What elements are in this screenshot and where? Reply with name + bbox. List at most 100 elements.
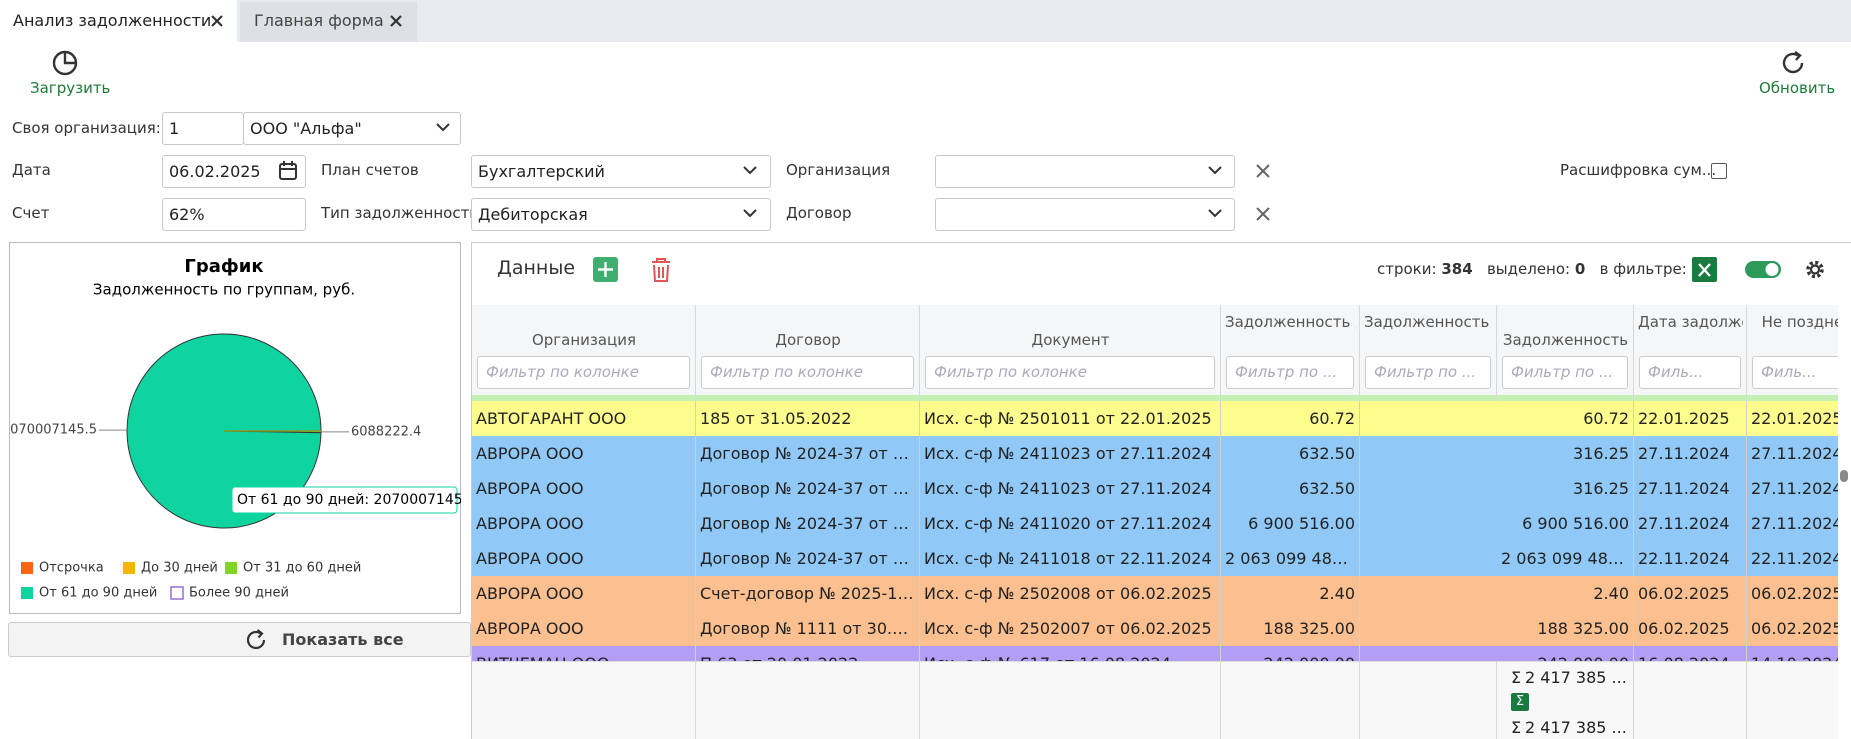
column-filter[interactable]: Фильтр по ... [1365, 356, 1491, 389]
grid-cell: Договор № 2024-37 от 2... [696, 436, 920, 471]
sum-value: 2 417 385 ... [1525, 668, 1627, 687]
field-label: Организация [786, 161, 891, 179]
field-label: Дата [12, 161, 51, 179]
legend-swatch [225, 562, 237, 574]
column-filter[interactable]: Фильтр по ... [1502, 356, 1628, 389]
legend-label: От 61 до 90 дней [39, 586, 157, 601]
grid-cell: 316.25 [1497, 436, 1634, 471]
column-header: Дата задолженности [1638, 313, 1743, 331]
legend-swatch [21, 587, 33, 599]
column-filter[interactable]: Фильтр по колонке [477, 356, 690, 389]
grid-cell: Исх. с-ф № 2502007 от 06.02.2025 [920, 611, 1221, 646]
stat-value: 384 [1441, 260, 1473, 278]
column-filter[interactable]: Фильтр по колонке [925, 356, 1215, 389]
checkbox[interactable] [1711, 163, 1727, 179]
column-separator [1496, 661, 1497, 739]
show-all-button[interactable] [8, 622, 471, 657]
grid-cell: 188 325.00 [1221, 611, 1360, 646]
stat-label: выделено: [1486, 260, 1571, 278]
legend-label: До 30 дней [141, 561, 218, 576]
field-label: Своя организация: [12, 119, 161, 137]
grid-cell: Договор № 2024-37 от 2... [696, 471, 920, 506]
grid-cell: 27.11.2024 [1634, 436, 1747, 471]
column-header: Задолженность [1502, 331, 1629, 349]
close-icon[interactable] [388, 13, 404, 29]
stat-label: в фильтре: [1599, 260, 1687, 278]
grid-cell: 2.40 [1497, 576, 1634, 611]
close-icon[interactable] [209, 13, 225, 29]
grid-cell: 2.40 [1221, 576, 1360, 611]
grid-cell: Договор № 2024-37 от 2... [696, 506, 920, 541]
grid-cell: АВРОРА ООО [472, 506, 696, 541]
field-label: Счет [12, 204, 50, 222]
column-header: Документ [1031, 331, 1110, 349]
debt-type-select[interactable]: Дебиторская [471, 198, 771, 231]
grid-cell: 06.02.2025 [1634, 611, 1747, 646]
contract-select[interactable] [935, 198, 1235, 231]
grid-row [472, 471, 1838, 507]
tab[interactable] [240, 2, 417, 42]
grid-row [472, 401, 1838, 437]
column-filter[interactable]: Фильтр по колонке [701, 356, 914, 389]
grid-cell: 27.11.2024 [1634, 471, 1747, 506]
column-filter[interactable]: Фильтр по ... [1226, 356, 1354, 389]
load-button[interactable]: Загрузить [30, 79, 111, 97]
tab-label[interactable]: Анализ задолженности [13, 11, 212, 30]
column-header: Задолженность дебиторская [1225, 313, 1356, 331]
field-label: Тип задолженности [321, 204, 480, 222]
legend-label: Отсрочка [39, 561, 104, 576]
grid-cell: 27.11.2024 [1634, 506, 1747, 541]
org-select[interactable] [935, 155, 1235, 188]
tab-active[interactable] [0, 0, 237, 42]
grid-row [472, 506, 1838, 542]
account-input[interactable]: 62% [162, 198, 306, 231]
load-icon[interactable] [52, 50, 78, 76]
grid-cell: 632.50 [1221, 436, 1360, 471]
grid-cell: 2 063 099 484... [1221, 541, 1360, 576]
field-label: Расшифровка сум... [1560, 161, 1717, 179]
grid-cell: Договор № 2024-37 от 2... [696, 541, 920, 576]
refresh-icon[interactable] [1780, 50, 1806, 76]
row-stripe [472, 395, 1838, 401]
grid-cell: 185 от 31.05.2022 [696, 401, 920, 436]
refresh-icon[interactable] [244, 628, 268, 652]
grid-cell: 06.02.2025 [1747, 611, 1838, 646]
grid-cell: 22.11.2024 [1634, 541, 1747, 576]
scrollbar[interactable] [1840, 470, 1848, 482]
own-org-code[interactable]: 1 [162, 112, 244, 145]
column-header: Задолженность кредиторская [1364, 313, 1493, 331]
legend-swatch [123, 562, 135, 574]
refresh-button[interactable]: Обновить [1759, 79, 1836, 97]
plan-select[interactable]: Бухгалтерский [471, 155, 771, 188]
grid-cell: Договор № 1111 от 30.1... [696, 611, 920, 646]
own-org-select[interactable]: ООО "Альфа" [243, 112, 461, 145]
grid-cell: 188 325.00 [1497, 611, 1634, 646]
column-filter[interactable]: Филь... [1752, 356, 1838, 389]
tooltip-box [231, 486, 458, 514]
column-filter[interactable]: Филь... [1639, 356, 1741, 389]
grid-cell: 632.50 [1221, 471, 1360, 506]
grid-cell: Исх. с-ф № 2502008 от 06.02.2025 [920, 576, 1221, 611]
column-separator [1746, 661, 1747, 739]
grid-cell: 22.01.2025 [1747, 401, 1838, 436]
grid-stats: строки: 384 выделено: 0 в фильтре: 0 [1377, 260, 1702, 278]
grid-cell: 06.02.2025 [1634, 576, 1747, 611]
stat-label: строки: [1377, 260, 1437, 278]
grid-cell: Исх. с-ф № 2411018 от 22.11.2024 [920, 541, 1221, 576]
filtered-sum-value: 2 417 385 ... [1525, 718, 1627, 737]
sum-toggle[interactable]: Σ [1511, 693, 1529, 711]
field-label: План счетов [321, 161, 419, 179]
grid-cell: 27.11.2024 [1747, 471, 1838, 506]
grid-tools[interactable] [1692, 256, 1842, 284]
show-all-label[interactable]: Показать все [282, 630, 404, 649]
grid-cell: 60.72 [1497, 401, 1634, 436]
date-input[interactable]: 06.02.2025 [162, 155, 306, 188]
column-separator [1359, 661, 1360, 739]
grid-cell: 22.11.2024 [1747, 541, 1838, 576]
grid-panel [471, 242, 1851, 739]
tab-label[interactable]: Главная форма [254, 11, 384, 30]
grid-actions[interactable] [592, 256, 692, 283]
grid-cell: АВРОРА ООО [472, 471, 696, 506]
grid-cell: 6 900 516.00 [1497, 506, 1634, 541]
